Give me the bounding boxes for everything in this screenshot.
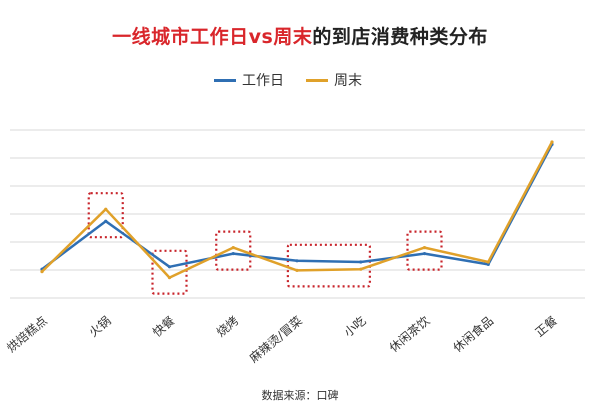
data-point [422,246,427,250]
data-point [486,260,490,264]
legend-item-weekday: 工作日 [214,70,284,90]
legend-label-weekend: 周末 [334,73,362,89]
legend-swatch-weekend [306,78,328,82]
highlight-box [406,230,443,271]
data-point [422,252,427,256]
data-point [359,260,363,264]
x-tick-label: 休闲食品 [450,313,496,355]
series-line-weekend [41,141,554,279]
data-point [231,252,235,256]
data-point [40,270,44,274]
x-tick-label: 麻辣烫/冒菜 [246,313,305,366]
legend-swatch-weekday [214,78,236,82]
x-tick-label: 烘焙糕点 [4,313,50,355]
data-point [167,265,172,269]
x-tick-label: 快餐 [149,313,177,340]
highlight-box [87,192,124,239]
chart-title-rest: 的到店消费种类分布 [312,26,488,48]
data-point [295,268,299,272]
highlight-box [215,230,252,271]
legend-item-weekend: 周末 [306,70,362,90]
x-tick-label: 小吃 [341,314,368,340]
data-point [486,262,490,266]
data-point [359,267,363,271]
chart-title-highlight: 一线城市工作日vs周末 [112,26,313,48]
legend-label-weekday: 工作日 [242,73,284,89]
highlight-box [151,249,188,295]
source-note: 数据来源：口碑 [261,389,339,402]
data-point [231,246,235,250]
series-line-weekday [41,143,554,271]
x-tick-label: 休闲茶饮 [386,313,432,355]
x-tick-label: 烧烤 [213,313,241,340]
data-point [104,219,108,223]
data-point [295,259,299,263]
legend: 工作日 周末 [214,70,384,90]
chart-title: 一线城市工作日vs周末的到店消费种类分布 [0,22,600,49]
x-tick-label: 正餐 [532,313,560,340]
data-point [104,207,108,211]
data-point [550,140,554,144]
x-tick-label: 火锅 [86,313,114,340]
data-point [167,276,172,280]
highlight-box [286,243,371,288]
